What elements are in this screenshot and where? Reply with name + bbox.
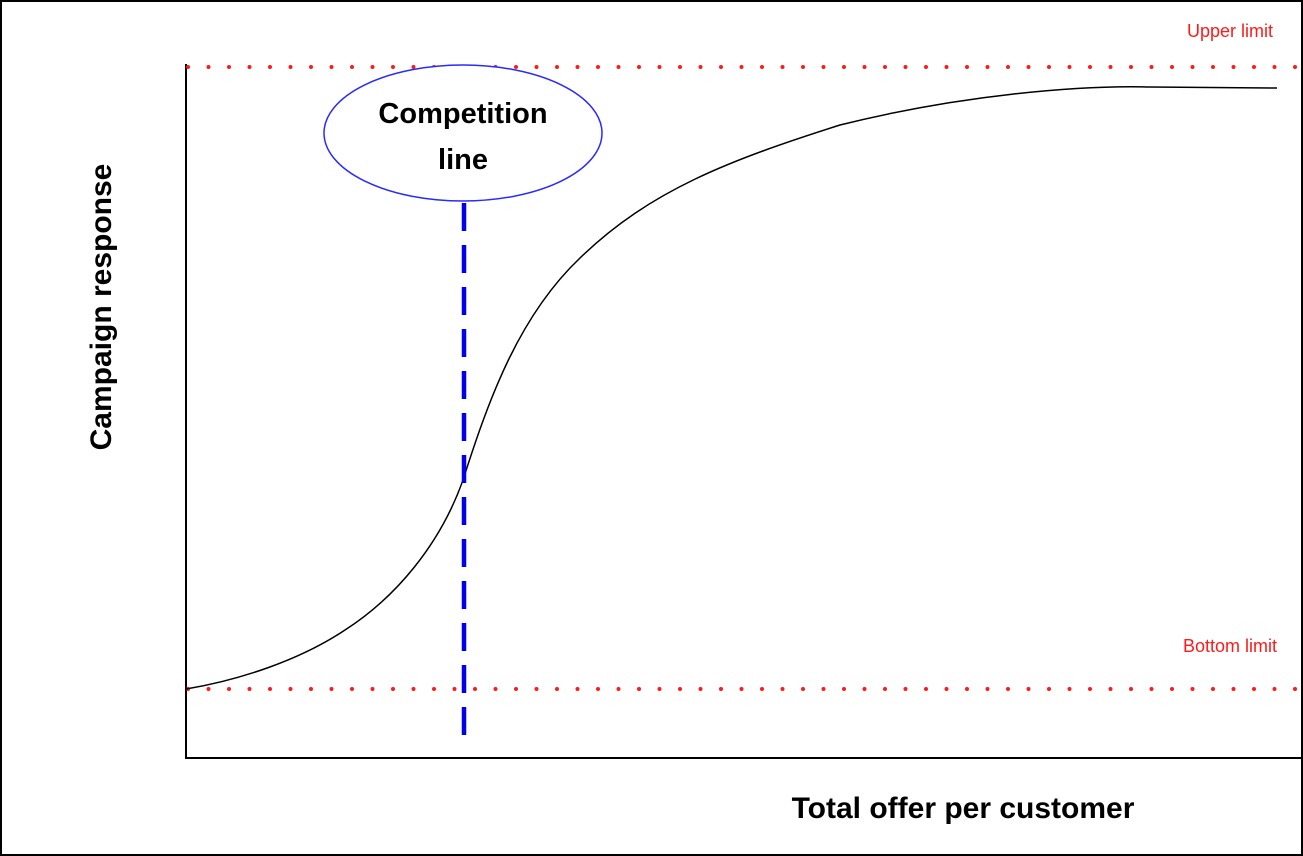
callout-label-line2: line [438,144,488,176]
x-axis-title: Total offer per customer [792,792,1135,825]
response-curve [185,86,1278,690]
competition-callout-ellipse [323,64,603,202]
y-axis-title: Campaign response [85,164,118,451]
bottom-limit-label: Bottom limit [1183,636,1277,656]
upper-limit-label: Upper limit [1187,21,1273,41]
callout-label-line1: Competition [378,98,547,130]
